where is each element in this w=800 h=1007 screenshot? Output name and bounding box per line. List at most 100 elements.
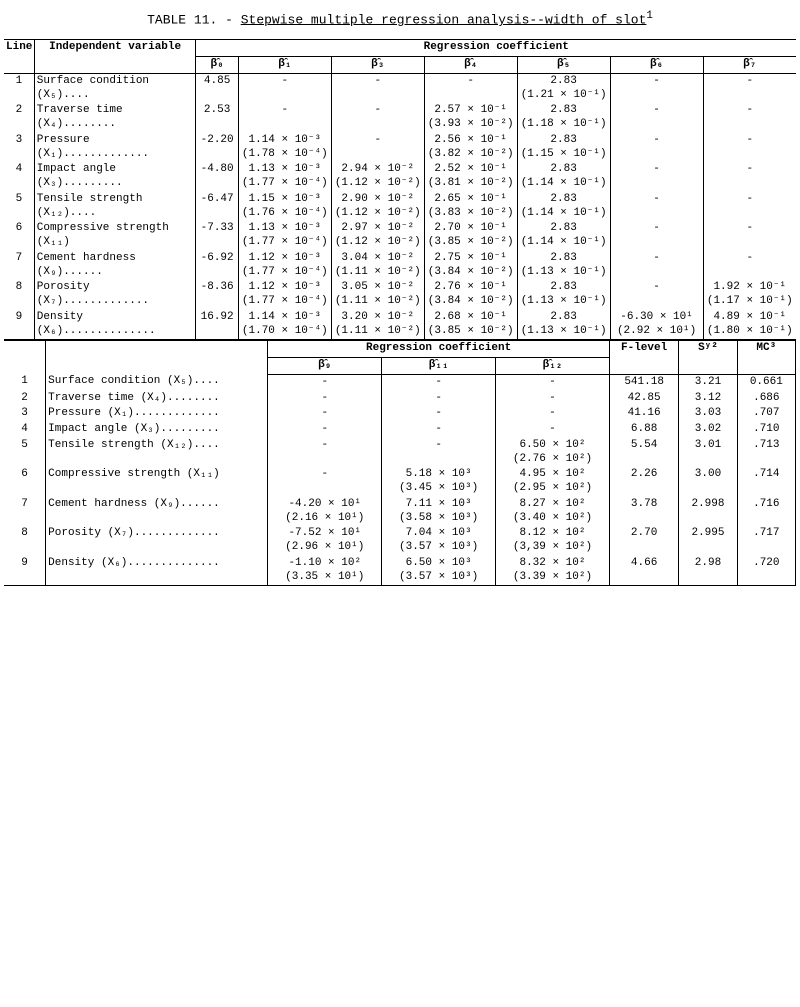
table-cell: 541.18 [609,374,678,390]
table-row: 3Pressure (X₁).............---41.163.03.… [4,406,796,422]
hdr-b5: β̂₅ [517,57,610,74]
table-cell: - [268,438,382,468]
table-cell: .686 [737,391,795,407]
table-cell: 2.83(1.14 × 10⁻¹) [517,162,610,192]
table-cell: 3.01 [679,438,737,468]
table-cell: .707 [737,406,795,422]
table-cell: 2.83(1.18 × 10⁻¹) [517,103,610,133]
table-cell: -6.30 × 10¹(2.92 × 10¹) [610,310,703,340]
hdr-regcoef: Regression coefficient [196,40,796,57]
table-cell: 2.26 [609,467,678,497]
table-cell: 4.89 × 10⁻¹(1.80 × 10⁻¹) [703,310,796,340]
line-num: 5 [4,192,34,222]
table-cell: - [238,103,331,133]
table-cell: 4.85 [196,73,238,103]
var-name: Density (X₆).............. [34,310,196,340]
title-prefix: TABLE 11. - [147,12,241,27]
line-num: 3 [4,133,34,163]
table-cell: 1.13 × 10⁻³(1.77 × 10⁻⁴) [238,162,331,192]
table-cell: 42.85 [609,391,678,407]
line-num: 4 [4,162,34,192]
table-cell: -1.10 × 10²(3.35 × 10¹) [268,556,382,586]
table-cell: 2.53 [196,103,238,133]
hdr-regcoef2: Regression coefficient [268,341,610,358]
table-cell: 4.95 × 10²(2.95 × 10²) [496,467,610,497]
table-cell: - [268,467,382,497]
var-name: Porosity (X₇)............. [34,280,196,310]
line-num: 5 [4,438,46,468]
table-cell: - [382,391,496,407]
table-cell: 7.04 × 10³(3.57 × 10³) [382,526,496,556]
var-name: Impact angle (X₃)......... [34,162,196,192]
table-row: 1Surface condition (X₅)....4.85---2.83(1… [4,73,796,103]
hdr-b7: β̂₇ [703,57,796,74]
var-name: Compressive strength (X₁₁) [46,467,268,497]
var-name: Cement hardness (X₉)...... [46,497,268,527]
line-num: 1 [4,73,34,103]
title-sup: 1 [646,10,653,22]
table-cell: - [610,192,703,222]
line-num: 2 [4,103,34,133]
hdr-b3: β̂₃ [331,57,424,74]
hdr-b0: β̂₀ [196,57,238,74]
hdr-b6: β̂₆ [610,57,703,74]
table-cell: -2.20 [196,133,238,163]
table-cell: 2.83(1.15 × 10⁻¹) [517,133,610,163]
table-row: 2Traverse time (X₄)........2.53--2.57 × … [4,103,796,133]
table-row: 8Porosity (X₇).............-7.52 × 10¹(2… [4,526,796,556]
table-cell: 2.83(1.14 × 10⁻¹) [517,192,610,222]
table-cell: 6.50 × 10²(2.76 × 10²) [496,438,610,468]
var-name: Traverse time (X₄)........ [46,391,268,407]
table-cell: - [703,192,796,222]
table-cell: .714 [737,467,795,497]
table-cell: 2.83(1.21 × 10⁻¹) [517,73,610,103]
table-cell: 3.00 [679,467,737,497]
table-cell: .717 [737,526,795,556]
var-name: Surface condition (X₅).... [46,374,268,390]
table-cell: - [268,391,382,407]
var-name: Pressure (X₁)............. [34,133,196,163]
table-cell: -8.36 [196,280,238,310]
table-cell: 3.12 [679,391,737,407]
table-cell: - [610,162,703,192]
table-cell: 1.13 × 10⁻³(1.77 × 10⁻⁴) [238,221,331,251]
table-row: 5Tensile strength (X₁₂)....-6.471.15 × 1… [4,192,796,222]
table-cell: 2.75 × 10⁻¹(3.84 × 10⁻²) [424,251,517,281]
table-cell: 5.54 [609,438,678,468]
hdr-b4: β̂₄ [424,57,517,74]
table-cell: -7.52 × 10¹(2.96 × 10¹) [268,526,382,556]
var-name: Pressure (X₁)............. [46,406,268,422]
table-row: 2Traverse time (X₄)........---42.853.12.… [4,391,796,407]
table-cell: - [703,133,796,163]
table-cell: 5.18 × 10³(3.45 × 10³) [382,467,496,497]
line-num: 7 [4,497,46,527]
table-row: 7Cement hardness (X₉)......-6.921.12 × 1… [4,251,796,281]
table-row: 3Pressure (X₁).............-2.201.14 × 1… [4,133,796,163]
table-cell: - [496,406,610,422]
table-cell: 2.90 × 10⁻²(1.12 × 10⁻²) [331,192,424,222]
title-main: Stepwise multiple regression analysis--w… [241,12,647,27]
line-num: 8 [4,526,46,556]
table-row: 9Density (X₆)..............16.921.14 × 1… [4,310,796,340]
table-cell: 2.70 [609,526,678,556]
table-cell: 2.83(1.13 × 10⁻¹) [517,310,610,340]
table-title: TABLE 11. - Stepwise multiple regression… [4,10,796,27]
table-cell: - [424,73,517,103]
table-cell: 2.68 × 10⁻¹(3.85 × 10⁻²) [424,310,517,340]
table-cell: .716 [737,497,795,527]
table-cell: .720 [737,556,795,586]
table-row: 4Impact angle (X₃).........---6.883.02.7… [4,422,796,438]
table-row: 5Tensile strength (X₁₂)....--6.50 × 10²(… [4,438,796,468]
table-cell: - [382,438,496,468]
table-cell: - [331,73,424,103]
table-cell: - [703,103,796,133]
table-cell: - [268,422,382,438]
table-cell: 1.14 × 10⁻³(1.78 × 10⁻⁴) [238,133,331,163]
table-row: 6Compressive strength (X₁₁)-7.331.13 × 1… [4,221,796,251]
table-cell: 6.88 [609,422,678,438]
table-cell: 3.04 × 10⁻²(1.11 × 10⁻²) [331,251,424,281]
table-cell: - [610,280,703,310]
table-cell: 2.52 × 10⁻¹(3.81 × 10⁻²) [424,162,517,192]
table-cell: - [331,133,424,163]
table-cell: 3.20 × 10⁻²(1.11 × 10⁻²) [331,310,424,340]
